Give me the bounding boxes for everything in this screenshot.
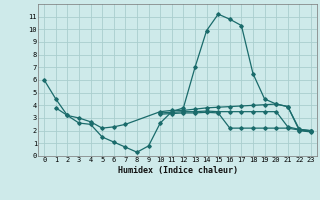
X-axis label: Humidex (Indice chaleur): Humidex (Indice chaleur) <box>118 166 238 175</box>
